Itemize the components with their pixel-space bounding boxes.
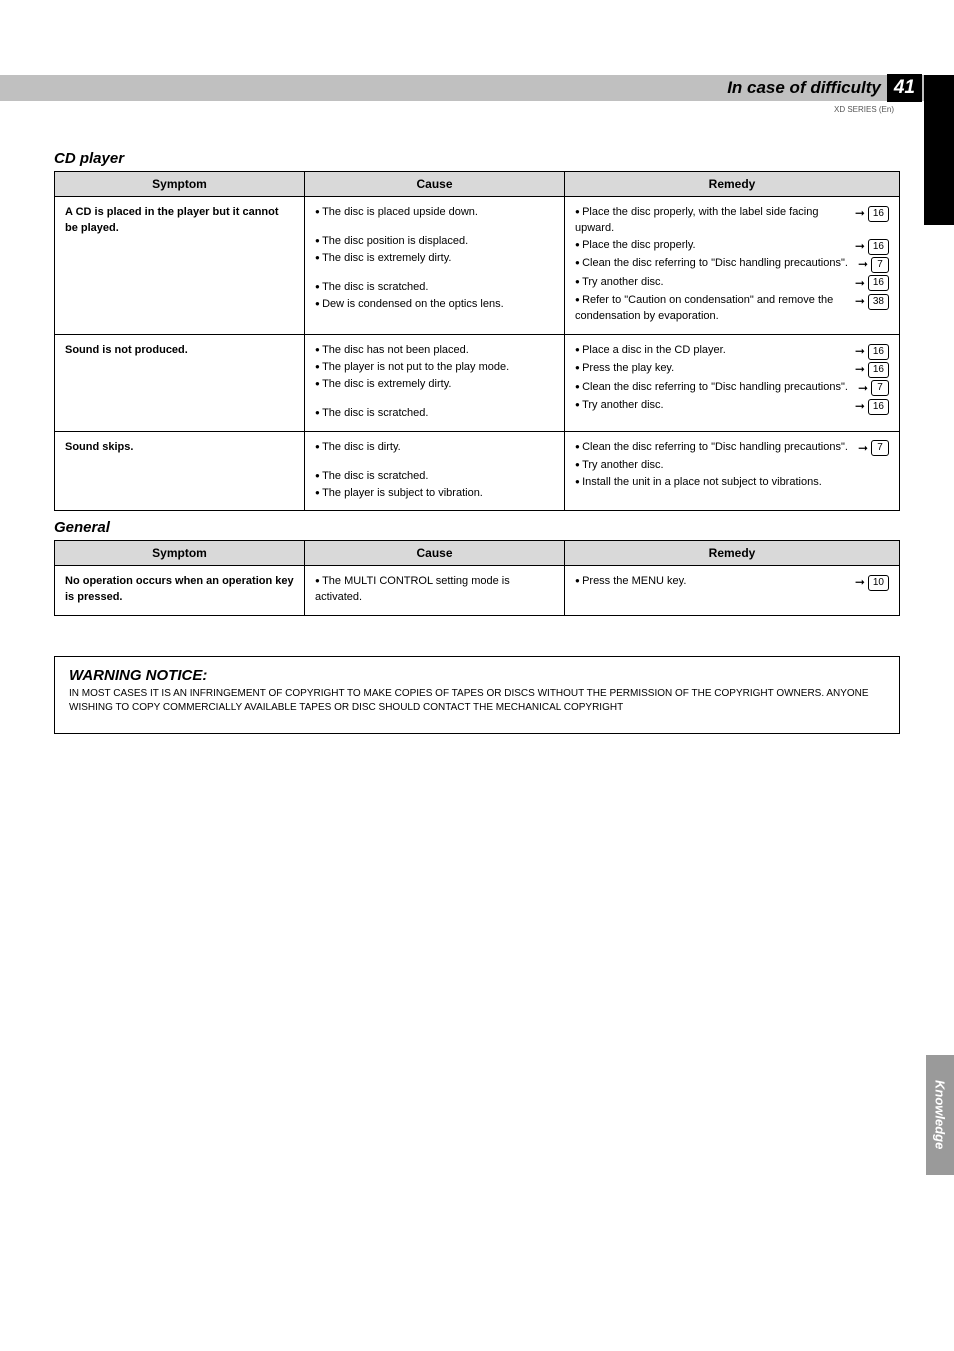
remedy-item: Clean the disc referring to "Disc handli… bbox=[575, 380, 858, 396]
col-cause: Cause bbox=[305, 172, 565, 197]
col-symptom: Symptom bbox=[55, 172, 305, 197]
general-table: Symptom Cause Remedy No operation occurs… bbox=[54, 540, 900, 616]
symptom-cell: A CD is placed in the player but it cann… bbox=[55, 197, 305, 335]
cause-cell: The disc is placed upside down. The disc… bbox=[305, 197, 565, 335]
remedy-item: Place the disc properly. bbox=[575, 238, 855, 254]
cause-item: The player is subject to vibration. bbox=[315, 486, 554, 502]
remedy-cell: Place a disc in the CD player.➞16 Press … bbox=[565, 334, 900, 431]
page-box: 7 bbox=[871, 380, 889, 396]
table-row: No operation occurs when an operation ke… bbox=[55, 566, 900, 616]
page-number-badge: 41 bbox=[887, 74, 922, 102]
arrow-icon: ➞ bbox=[855, 293, 865, 310]
header-title: In case of difficulty bbox=[727, 78, 881, 98]
page-box: 16 bbox=[868, 344, 889, 360]
symptom-cell: Sound skips. bbox=[55, 431, 305, 511]
remedy-item: Press the play key. bbox=[575, 361, 855, 377]
col-cause: Cause bbox=[305, 541, 565, 566]
arrow-icon: ➞ bbox=[855, 343, 865, 360]
cause-item: The disc position is displaced. bbox=[315, 234, 554, 250]
cd-player-heading: CD player bbox=[54, 150, 900, 167]
table-row: A CD is placed in the player but it cann… bbox=[55, 197, 900, 335]
warning-title: WARNING NOTICE: bbox=[69, 667, 885, 684]
page-box: 16 bbox=[868, 399, 889, 415]
page-box: 7 bbox=[871, 257, 889, 273]
arrow-icon: ➞ bbox=[858, 440, 868, 457]
remedy-cell: Place the disc properly, with the label … bbox=[565, 197, 900, 335]
cause-item: The disc is placed upside down. bbox=[315, 205, 554, 221]
page-box: 38 bbox=[868, 294, 889, 310]
arrow-icon: ➞ bbox=[855, 275, 865, 292]
remedy-item: Place a disc in the CD player. bbox=[575, 343, 855, 359]
page-ref: ➞16 bbox=[855, 205, 889, 222]
remedy-item: Install the unit in a place not subject … bbox=[575, 475, 889, 491]
arrow-icon: ➞ bbox=[855, 398, 865, 415]
page-ref: ➞7 bbox=[858, 440, 889, 457]
warning-box: WARNING NOTICE: IN MOST CASES IT IS AN I… bbox=[54, 656, 900, 734]
page-ref: ➞16 bbox=[855, 275, 889, 292]
page-ref: ➞16 bbox=[855, 361, 889, 378]
page-box: 16 bbox=[868, 239, 889, 255]
cause-item: The disc is dirty. bbox=[315, 440, 554, 456]
side-tab-label: Knowledge bbox=[933, 1080, 948, 1149]
remedy-item: Refer to "Caution on condensation" and r… bbox=[575, 293, 855, 325]
arrow-icon: ➞ bbox=[858, 380, 868, 397]
page-box: 16 bbox=[868, 206, 889, 222]
warning-text: IN MOST CASES IT IS AN INFRINGEMENT OF C… bbox=[69, 687, 885, 715]
arrow-icon: ➞ bbox=[855, 574, 865, 591]
page-ref: ➞7 bbox=[858, 256, 889, 273]
remedy-item: Clean the disc referring to "Disc handli… bbox=[575, 256, 858, 272]
page-box: 16 bbox=[868, 275, 889, 291]
cause-cell: The MULTI CONTROL setting mode is activa… bbox=[305, 566, 565, 616]
symptom-cell: No operation occurs when an operation ke… bbox=[55, 566, 305, 616]
page-ref: ➞38 bbox=[855, 293, 889, 310]
remedy-item: Try another disc. bbox=[575, 398, 855, 414]
table-row: Sound skips. The disc is dirty. The disc… bbox=[55, 431, 900, 511]
arrow-icon: ➞ bbox=[855, 238, 865, 255]
page: In case of difficulty 41 XD SERIES (En) … bbox=[0, 75, 954, 754]
header-bar: In case of difficulty 41 bbox=[0, 75, 954, 101]
page-box: 10 bbox=[868, 575, 889, 591]
remedy-item: Press the MENU key. bbox=[575, 574, 855, 590]
cause-item: The disc is scratched. bbox=[315, 469, 554, 485]
cause-item: The player is not put to the play mode. bbox=[315, 360, 554, 376]
cause-cell: The disc is dirty. The disc is scratched… bbox=[305, 431, 565, 511]
arrow-icon: ➞ bbox=[858, 256, 868, 273]
side-tab: Knowledge bbox=[926, 1055, 954, 1175]
col-remedy: Remedy bbox=[565, 541, 900, 566]
page-ref: ➞16 bbox=[855, 238, 889, 255]
cause-item: The disc is extremely dirty. bbox=[315, 377, 554, 393]
cd-player-table: Symptom Cause Remedy A CD is placed in t… bbox=[54, 171, 900, 511]
cause-item: The disc is scratched. bbox=[315, 280, 554, 296]
arrow-icon: ➞ bbox=[855, 205, 865, 222]
cause-item: Dew is condensed on the optics lens. bbox=[315, 297, 554, 313]
cause-item: The disc is extremely dirty. bbox=[315, 251, 554, 267]
col-remedy: Remedy bbox=[565, 172, 900, 197]
remedy-cell: Press the MENU key.➞10 bbox=[565, 566, 900, 616]
page-ref: ➞16 bbox=[855, 398, 889, 415]
cause-cell: The disc has not been placed. The player… bbox=[305, 334, 565, 431]
remedy-cell: Clean the disc referring to "Disc handli… bbox=[565, 431, 900, 511]
symptom-cell: Sound is not produced. bbox=[55, 334, 305, 431]
page-box: 16 bbox=[868, 362, 889, 378]
page-ref: ➞10 bbox=[855, 574, 889, 591]
page-ref: ➞7 bbox=[858, 380, 889, 397]
remedy-item: Place the disc properly, with the label … bbox=[575, 205, 855, 237]
remedy-item: Clean the disc referring to "Disc handli… bbox=[575, 440, 858, 456]
col-symptom: Symptom bbox=[55, 541, 305, 566]
remedy-item: Try another disc. bbox=[575, 458, 889, 474]
cause-item: The MULTI CONTROL setting mode is activa… bbox=[315, 574, 554, 606]
table-row: Sound is not produced. The disc has not … bbox=[55, 334, 900, 431]
arrow-icon: ➞ bbox=[855, 361, 865, 378]
page-ref: ➞16 bbox=[855, 343, 889, 360]
cause-item: The disc is scratched. bbox=[315, 406, 554, 422]
cause-item: The disc has not been placed. bbox=[315, 343, 554, 359]
remedy-item: Try another disc. bbox=[575, 275, 855, 291]
content-area: CD player Symptom Cause Remedy A CD is p… bbox=[0, 114, 954, 754]
general-heading: General bbox=[54, 519, 900, 536]
series-label: XD SERIES (En) bbox=[0, 101, 954, 114]
page-box: 7 bbox=[871, 440, 889, 456]
corner-tab bbox=[924, 75, 954, 225]
